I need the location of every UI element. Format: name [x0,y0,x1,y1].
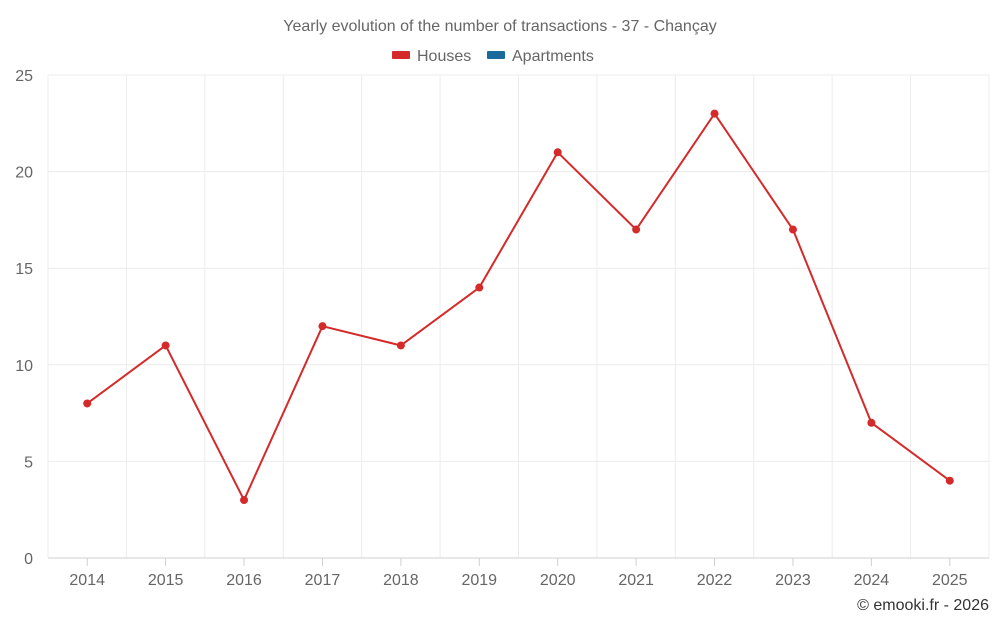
y-tick-label: 20 [15,165,33,182]
x-tick-label: 2022 [697,572,733,589]
footer-credit: © emooki.fr - 2026 [857,597,989,614]
data-point-houses[interactable] [396,341,405,350]
x-tick-label: 2024 [854,572,890,589]
x-tick-label: 2014 [69,572,105,589]
legend-swatch-houses [392,51,410,59]
data-point-houses[interactable] [867,418,876,427]
x-tick-label: 2021 [618,572,654,589]
data-point-houses[interactable] [475,283,484,292]
x-tick-label: 2020 [540,572,576,589]
data-point-houses[interactable] [318,322,327,331]
x-tick-label: 2015 [148,572,184,589]
x-tick-label: 2019 [461,572,497,589]
chart-title: Yearly evolution of the number of transa… [283,18,716,35]
data-point-houses[interactable] [240,496,249,505]
data-point-houses[interactable] [710,109,719,118]
y-tick-label: 25 [15,68,33,85]
grid [47,74,990,558]
series-houses [83,109,954,505]
data-point-houses[interactable] [945,476,954,485]
x-tick-label: 2025 [932,572,968,589]
legend-label-apartments: Apartments [512,48,594,65]
data-point-houses[interactable] [161,341,170,350]
legend-item-houses[interactable]: Houses [392,48,471,65]
legend-swatch-apartments [487,51,505,59]
legend-item-apartments[interactable]: Apartments [487,48,594,65]
x-tick-label: 2018 [383,572,419,589]
legend-label-houses: Houses [417,48,471,65]
y-tick-label: 0 [24,551,33,568]
data-point-houses[interactable] [83,399,92,408]
y-tick-label: 5 [24,454,33,471]
legend: Houses Apartments [392,48,594,65]
x-tick-label: 2016 [226,572,262,589]
y-tick-label: 15 [15,261,33,278]
data-point-houses[interactable] [553,148,562,157]
x-tick-label: 2023 [775,572,811,589]
x-tick-label: 2017 [305,572,341,589]
series-line-houses [86,112,951,502]
data-point-houses[interactable] [632,225,641,234]
data-point-houses[interactable] [788,225,797,234]
y-tick-label: 10 [15,358,33,375]
